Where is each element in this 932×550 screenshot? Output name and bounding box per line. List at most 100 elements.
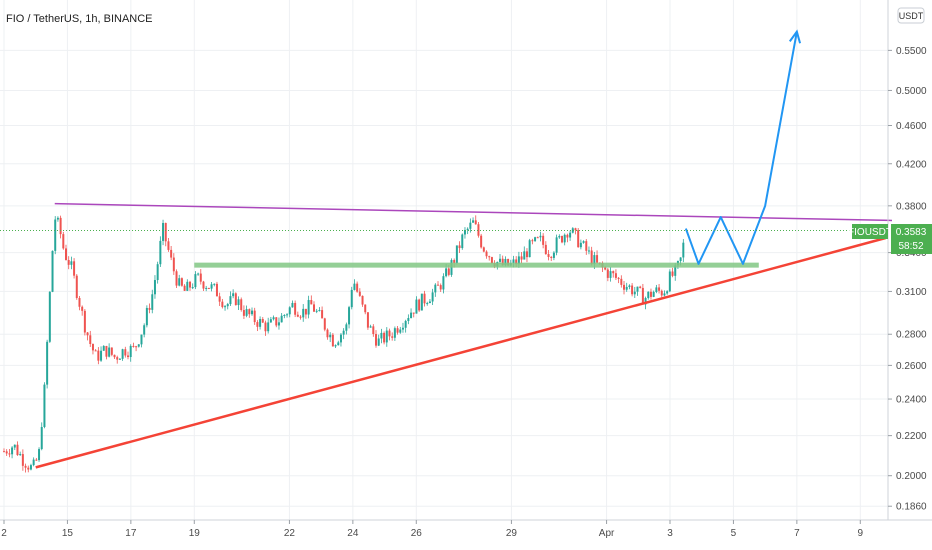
y-tick-label: 0.4200 xyxy=(896,159,927,170)
candle-body xyxy=(385,330,388,343)
candle-body xyxy=(442,276,445,290)
y-tick-label: 0.3100 xyxy=(896,287,927,298)
candle-body xyxy=(342,330,345,335)
currency-badge[interactable]: USDT xyxy=(897,7,925,24)
projection-arrowhead xyxy=(788,29,802,44)
candle-body xyxy=(364,304,367,313)
candle-body xyxy=(474,220,477,225)
candle-body xyxy=(261,318,264,323)
time-axis[interactable]: 2 15 17 19 22 24 26 29 Apr 3 5 7 9 xyxy=(1,520,864,539)
candle-body xyxy=(256,322,259,327)
candle-body xyxy=(73,261,76,276)
candle-body xyxy=(286,314,289,316)
x-tick-label: Apr xyxy=(599,528,615,539)
candle-body xyxy=(132,345,135,347)
support-trendline[interactable] xyxy=(35,236,886,469)
candle-body xyxy=(329,334,332,338)
candle-body xyxy=(180,278,183,286)
candle-body xyxy=(215,283,218,297)
last-price-tag: FIOUSDT 0.3583 58:52 xyxy=(848,224,932,254)
candle-body xyxy=(623,284,626,290)
chart-title: FIO / TetherUS, 1h, BINANCE xyxy=(6,13,153,25)
candle-body xyxy=(658,287,661,291)
candle-body xyxy=(647,291,650,299)
candle-body xyxy=(175,271,178,286)
candle-body xyxy=(183,285,186,291)
candle-body xyxy=(100,350,103,361)
resistance-trendline[interactable] xyxy=(54,202,893,222)
candle-body xyxy=(296,314,299,317)
candle-body xyxy=(94,350,97,352)
candle-body xyxy=(283,314,286,316)
candle-body xyxy=(377,338,380,346)
candle-body xyxy=(13,444,16,448)
candle-body xyxy=(62,234,65,249)
candle-body xyxy=(455,245,458,263)
candle-body xyxy=(302,308,305,318)
candle-body xyxy=(544,244,547,255)
candle-body xyxy=(339,334,342,343)
candle-body xyxy=(666,291,669,294)
candle-body xyxy=(525,251,528,258)
candle-body xyxy=(110,347,113,355)
candle-body xyxy=(649,291,652,297)
candle-body xyxy=(269,319,272,323)
candle-body xyxy=(577,230,580,248)
candle-body xyxy=(240,299,243,311)
candle-body xyxy=(151,294,154,310)
candle-body xyxy=(517,256,520,265)
candle-body xyxy=(391,336,394,338)
candle-body xyxy=(453,260,456,263)
projection-path[interactable] xyxy=(684,31,798,265)
candle-body xyxy=(315,310,318,312)
candle-body xyxy=(631,285,634,295)
candle-body xyxy=(480,235,483,248)
price-tag-countdown: 58:52 xyxy=(898,241,923,252)
candle-body xyxy=(469,222,472,229)
candle-body xyxy=(186,281,189,291)
candle-body xyxy=(515,259,518,265)
candle-body xyxy=(67,260,70,265)
price-axis[interactable]: 0.55000.50000.46000.42000.38000.34000.31… xyxy=(888,46,927,513)
candle-body xyxy=(207,287,210,289)
candle-body xyxy=(48,291,51,342)
candle-body xyxy=(415,299,418,314)
candle-body xyxy=(56,217,59,220)
candle-body xyxy=(40,427,43,450)
candle-body xyxy=(272,317,275,320)
candle-body xyxy=(105,345,108,357)
candle-body xyxy=(202,281,205,289)
candle-body xyxy=(89,335,92,345)
x-tick-label: 3 xyxy=(667,528,673,539)
candle-body xyxy=(159,240,162,265)
candle-body xyxy=(46,341,49,385)
candle-body xyxy=(663,293,666,296)
candle-body xyxy=(552,252,555,258)
candle-body xyxy=(59,217,62,235)
candle-body xyxy=(528,240,531,258)
candle-body xyxy=(251,310,254,315)
candle-body xyxy=(164,222,167,242)
candle-body xyxy=(523,251,526,260)
candle-body xyxy=(679,257,682,262)
candle-body xyxy=(428,301,431,304)
candle-body xyxy=(423,293,426,304)
candle-body xyxy=(304,308,307,315)
candle-body xyxy=(596,255,599,263)
candle-body xyxy=(78,298,81,307)
candle-body xyxy=(499,258,502,262)
candle-body xyxy=(232,293,235,297)
candle-body xyxy=(38,449,41,461)
candle-body xyxy=(345,324,348,331)
candle-body xyxy=(445,268,448,277)
candle-body xyxy=(350,289,353,308)
candle-body xyxy=(318,310,321,312)
candle-body xyxy=(617,277,620,279)
candle-body xyxy=(194,274,197,288)
candle-body xyxy=(358,291,361,296)
candle-body xyxy=(145,307,148,326)
candle-body xyxy=(43,384,46,428)
candle-body xyxy=(507,258,510,266)
y-tick-label: 0.2800 xyxy=(896,330,927,341)
